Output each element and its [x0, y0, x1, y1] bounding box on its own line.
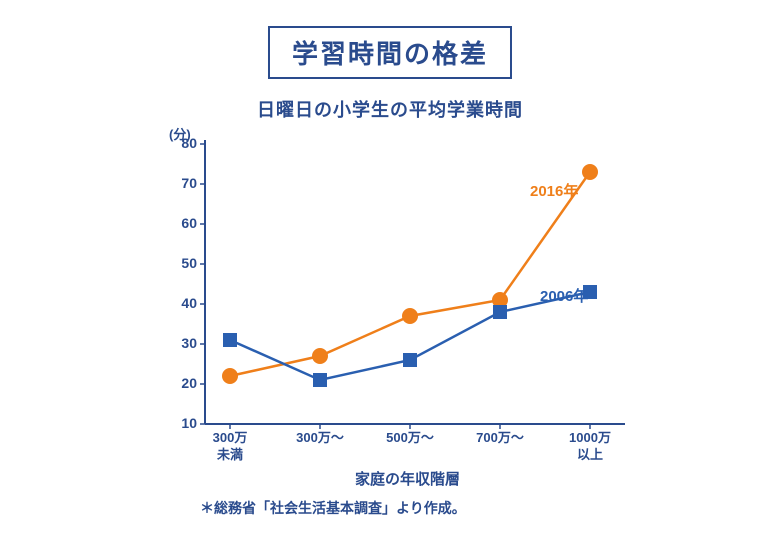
- x-tick-label: 300万 未満: [195, 430, 265, 464]
- chart-footnote: ＊総務省「社会生活基本調査」より作成。: [200, 498, 466, 518]
- x-tick-label: 700万〜: [465, 430, 535, 447]
- chart-subtitle: 日曜日の小学生の平均学業時間: [257, 96, 523, 122]
- y-tick-label: 20: [167, 375, 197, 391]
- y-tick-label: 40: [167, 295, 197, 311]
- x-tick-label: 300万〜: [285, 430, 355, 447]
- x-tick-label: 500万〜: [375, 430, 445, 447]
- x-axis-label: 家庭の年収階層: [355, 468, 460, 489]
- y-tick-label: 30: [167, 335, 197, 351]
- y-tick-label: 80: [167, 135, 197, 151]
- series-label: 2016年: [530, 180, 578, 201]
- chart-container: (分) 1020304050607080 300万 未満300万〜500万〜70…: [160, 120, 650, 460]
- x-tick-label: 1000万 以上: [555, 430, 625, 464]
- y-tick-label: 70: [167, 175, 197, 191]
- series-label: 2006年: [540, 285, 588, 306]
- y-tick-label: 10: [167, 415, 197, 431]
- y-tick-label: 50: [167, 255, 197, 271]
- main-title: 学習時間の格差: [268, 26, 512, 79]
- y-tick-label: 60: [167, 215, 197, 231]
